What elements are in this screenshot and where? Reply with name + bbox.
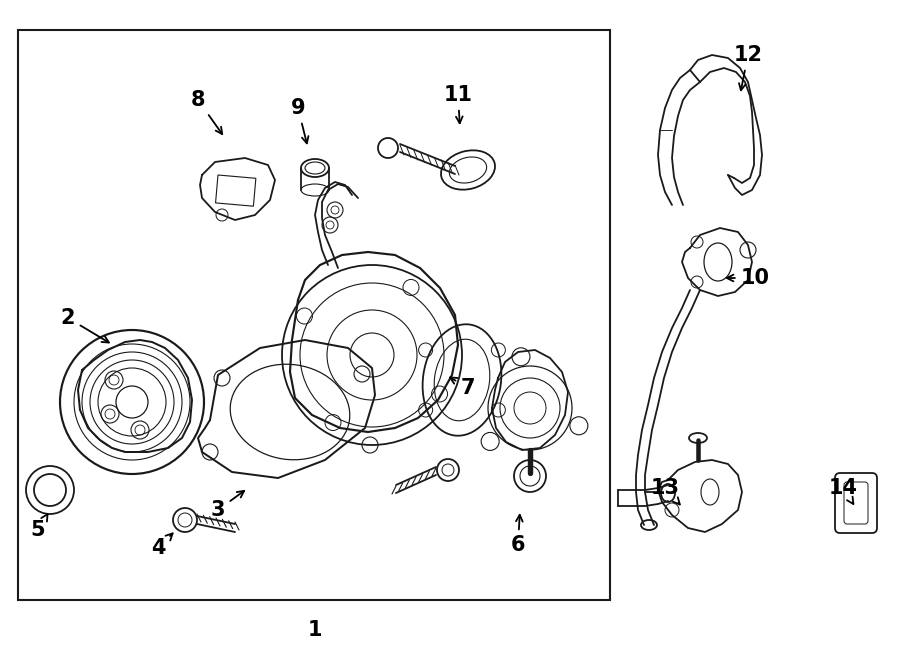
Text: 3: 3 [211, 491, 244, 520]
Text: 2: 2 [61, 308, 109, 342]
Text: 8: 8 [191, 90, 222, 134]
Text: 7: 7 [450, 377, 475, 398]
Text: 6: 6 [511, 515, 526, 555]
Text: 10: 10 [727, 268, 770, 288]
Text: 13: 13 [651, 478, 680, 504]
Bar [18, 30, 610, 600]
Text: 5: 5 [31, 514, 48, 540]
Text: 4: 4 [151, 534, 173, 558]
Text: 14: 14 [829, 478, 858, 504]
Bar [216, 175, 256, 206]
Text: 12: 12 [734, 45, 762, 90]
Text: 1: 1 [308, 620, 322, 640]
Text: 11: 11 [444, 85, 472, 123]
Text: 9: 9 [291, 98, 309, 144]
